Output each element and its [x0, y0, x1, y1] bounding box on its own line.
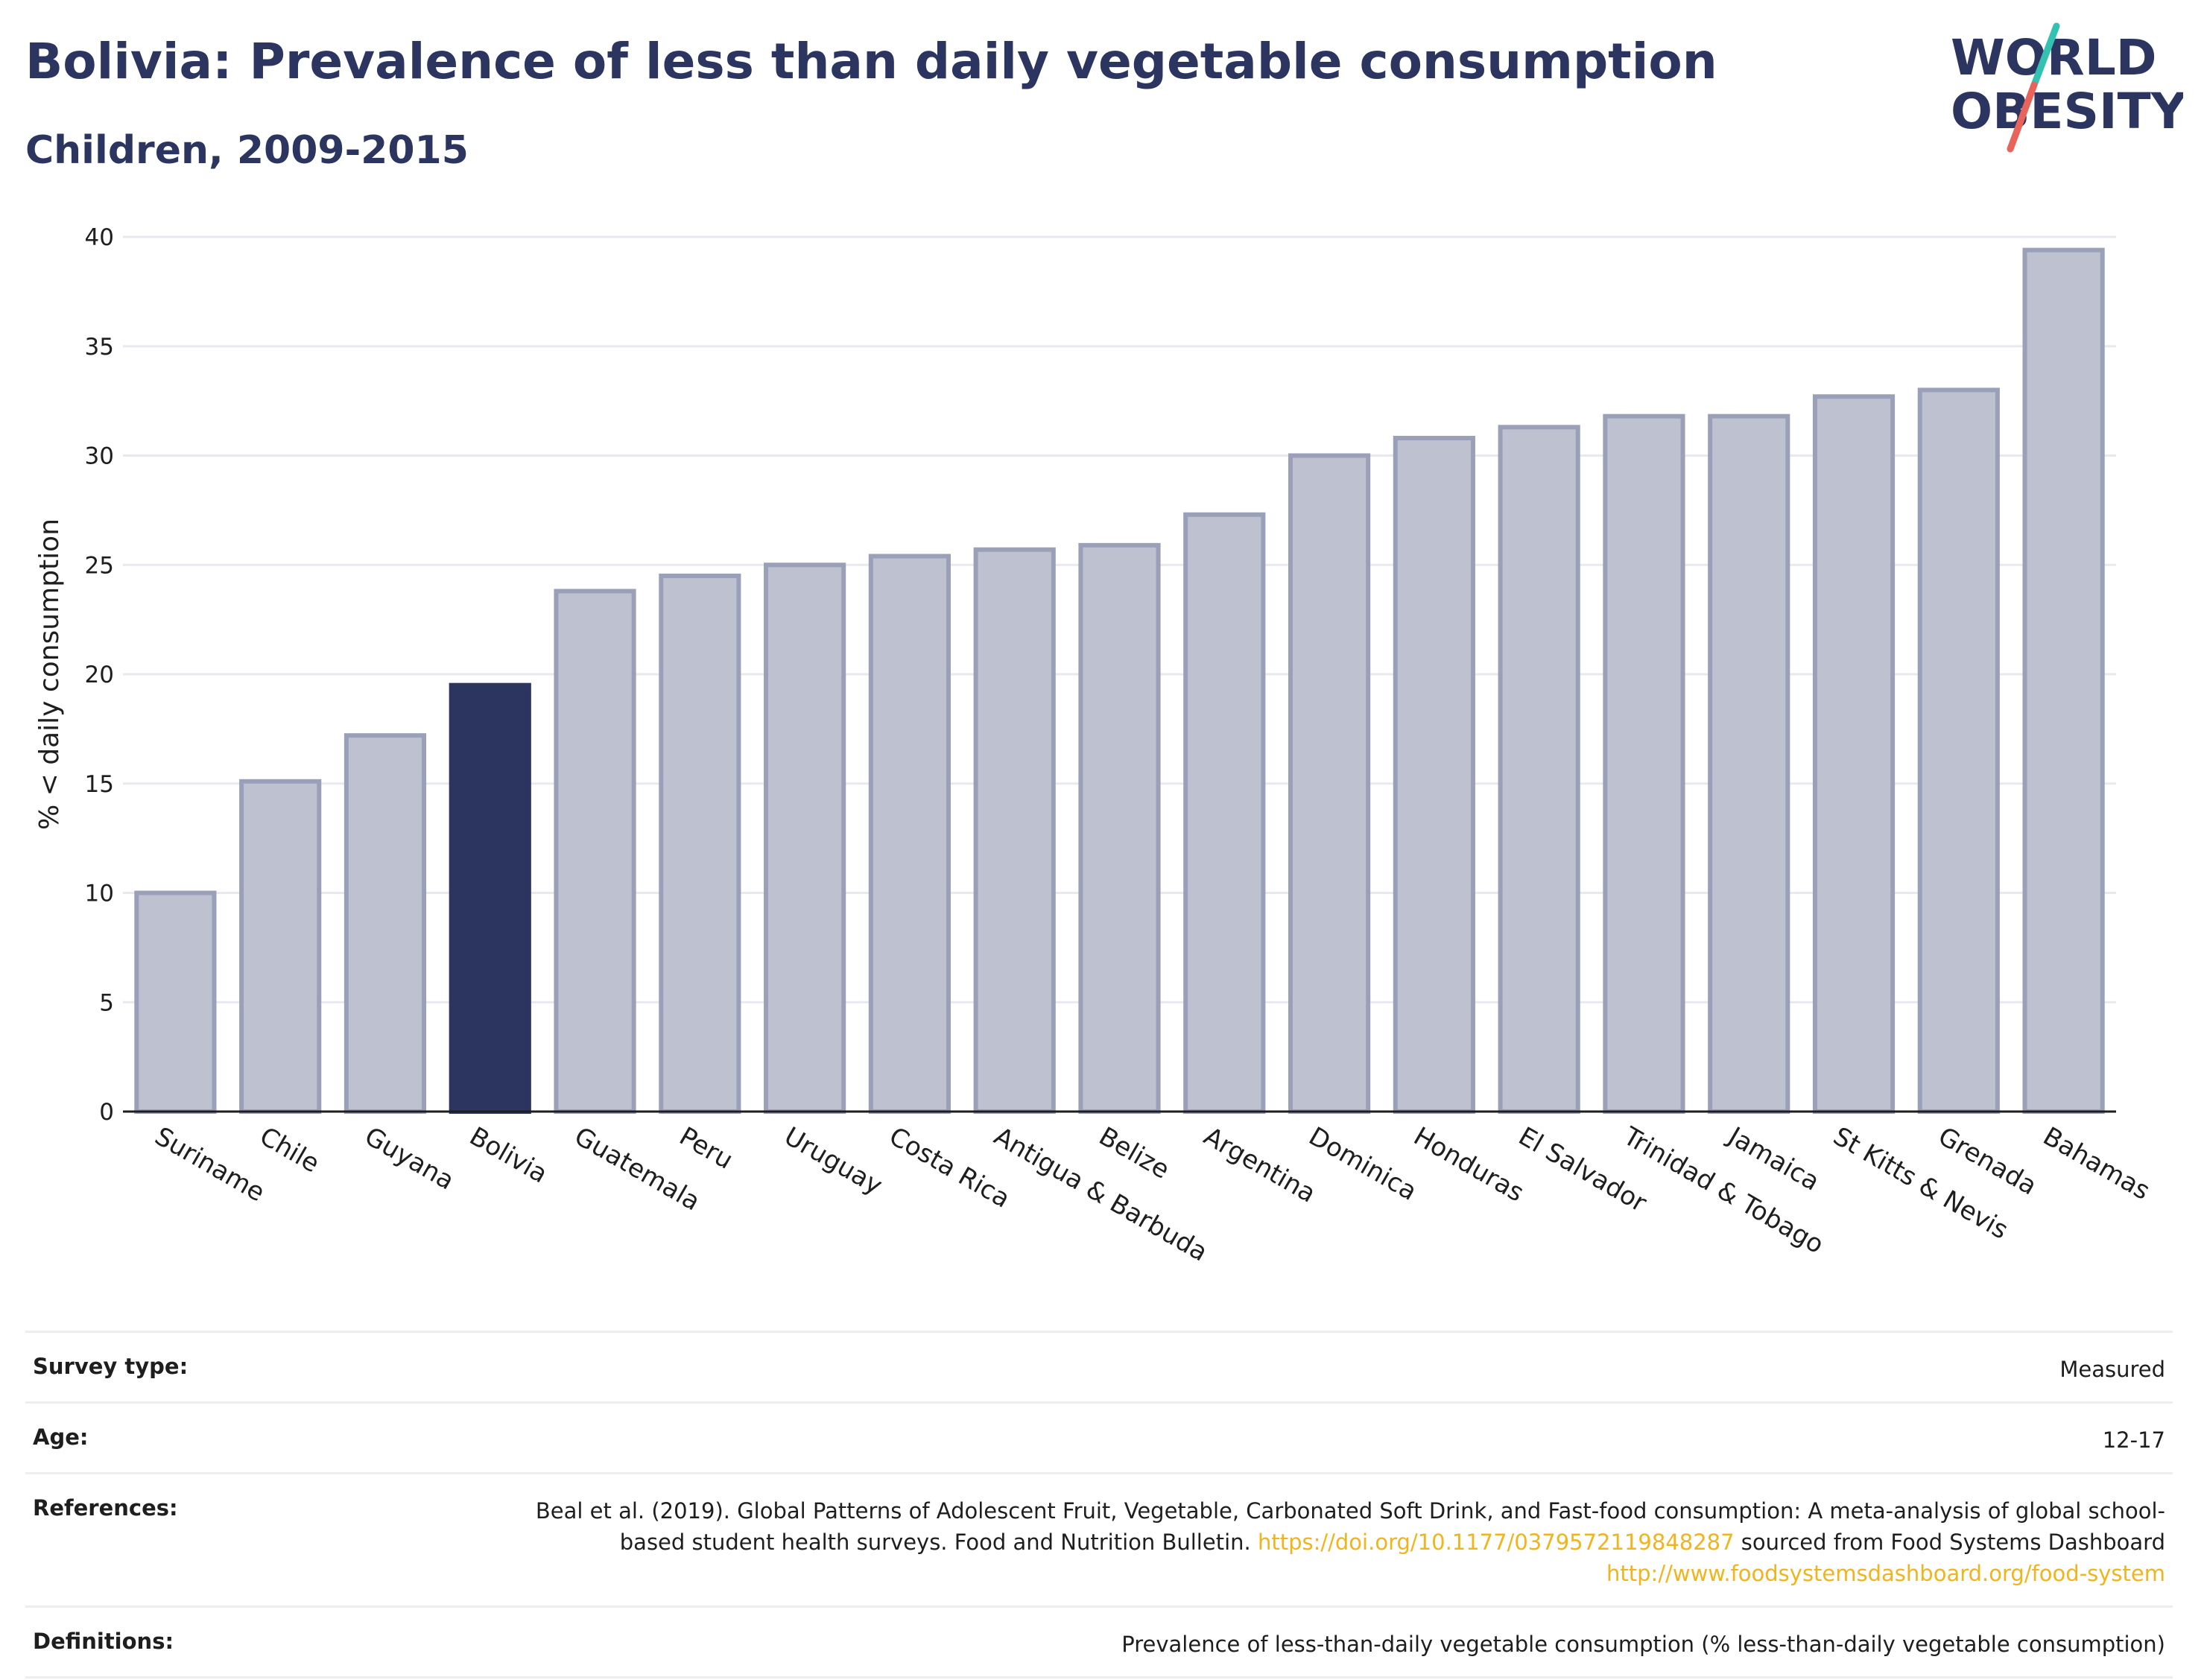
y-tick-label: 40: [85, 224, 114, 251]
y-tick-label: 30: [85, 443, 114, 470]
references-label: References:: [33, 1495, 178, 1521]
bar-grenada[interactable]: [1917, 387, 2000, 1114]
x-tick-label: Dominica: [1304, 1121, 1422, 1207]
y-tick-label: 0: [99, 1099, 114, 1126]
bar-honduras[interactable]: [1393, 436, 1475, 1114]
info-row-age: Age: 12-17: [25, 1401, 2173, 1472]
page-subtitle: Children, 2009-2015: [25, 128, 469, 173]
bar-belize[interactable]: [1078, 542, 1161, 1114]
info-row-definitions: Definitions: Prevalence of less-than-dai…: [25, 1605, 2173, 1679]
survey-type-label: Survey type:: [33, 1354, 189, 1379]
bar-st-kitts-nevis[interactable]: [1812, 394, 1896, 1114]
logo-accent-teal-stroke: [2030, 22, 2060, 89]
x-tick-label: Suriname: [150, 1121, 270, 1208]
doi-link[interactable]: https://doi.org/10.1177/0379572119848287: [1257, 1530, 1735, 1556]
y-tick-label: 35: [85, 334, 114, 361]
logo-graphic: WORLD OBESITY: [1951, 22, 2188, 153]
survey-type-value: Measured: [2059, 1357, 2165, 1382]
age-label: Age:: [33, 1424, 89, 1451]
bar-guyana[interactable]: [343, 733, 427, 1114]
bar-guatemala[interactable]: [554, 589, 636, 1114]
x-tick-label: St Kitts & Nevis: [1828, 1121, 2013, 1245]
age-value: 12-17: [2102, 1427, 2165, 1454]
info-table: Survey type: Measured Age: 12-17 Referen…: [25, 1331, 2173, 1679]
world-obesity-logo: WORLD OBESITY: [1945, 22, 2188, 156]
bar-argentina[interactable]: [1183, 512, 1266, 1114]
food-systems-link[interactable]: http://www.foodsystemsdashboard.org/food…: [1606, 1561, 2165, 1587]
x-tick-label: Bahamas: [2038, 1121, 2155, 1206]
x-tick-label: Guyana: [359, 1121, 459, 1196]
bar-costa-rica[interactable]: [868, 554, 951, 1114]
x-tick-label: Argentina: [1199, 1121, 1321, 1209]
y-tick-label: 20: [85, 662, 114, 688]
definitions-value: Prevalence of less-than-daily vegetable …: [1121, 1632, 2165, 1658]
logo-accent-red-stroke: [2007, 81, 2038, 153]
references-text: Beal et al. (2019). Global Patterns of A…: [535, 1498, 2165, 1556]
y-tick-label: 10: [85, 881, 114, 907]
info-row-survey-type: Survey type: Measured: [25, 1331, 2173, 1401]
references-value: Beal et al. (2019). Global Patterns of A…: [489, 1495, 2165, 1589]
info-row-references: References: Beal et al. (2019). Global P…: [25, 1472, 2173, 1605]
bar-el-salvador[interactable]: [1498, 425, 1580, 1115]
bar-antigua-barbuda[interactable]: [973, 547, 1056, 1114]
bar-uruguay[interactable]: [764, 562, 846, 1114]
x-tick-label: Uruguay: [779, 1121, 887, 1201]
bar-bolivia[interactable]: [449, 682, 531, 1114]
x-tick-label: Honduras: [1408, 1121, 1529, 1208]
x-tick-label: Bolivia: [464, 1121, 552, 1189]
x-tick-label: Peru: [674, 1121, 738, 1176]
bars: [134, 247, 2105, 1115]
x-tick-label: Belize: [1094, 1121, 1174, 1185]
logo-line2: OBESITY: [1951, 83, 2183, 140]
bar-bahamas[interactable]: [2022, 247, 2105, 1115]
bar-trinidad-tobago[interactable]: [1603, 413, 1685, 1115]
y-tick-label: 25: [85, 552, 114, 579]
y-axis-ticks: 0 5 10 15 20 25 30 35 40: [85, 224, 114, 1126]
definitions-label: Definitions:: [33, 1629, 174, 1655]
bar-peru[interactable]: [659, 573, 741, 1114]
page-title: Bolivia: Prevalence of less than daily v…: [25, 33, 1717, 90]
bar-dominica[interactable]: [1288, 453, 1371, 1114]
y-tick-label: 15: [85, 771, 114, 798]
bar-suriname[interactable]: [134, 890, 217, 1114]
bar-chile[interactable]: [239, 779, 322, 1114]
references-source-text: sourced from Food Systems Dashboard: [1741, 1530, 2165, 1556]
y-tick-label: 5: [99, 989, 114, 1016]
y-axis-label: % < daily consumption: [34, 519, 65, 830]
bar-jamaica[interactable]: [1708, 413, 1790, 1115]
x-tick-label: Chile: [255, 1121, 325, 1179]
